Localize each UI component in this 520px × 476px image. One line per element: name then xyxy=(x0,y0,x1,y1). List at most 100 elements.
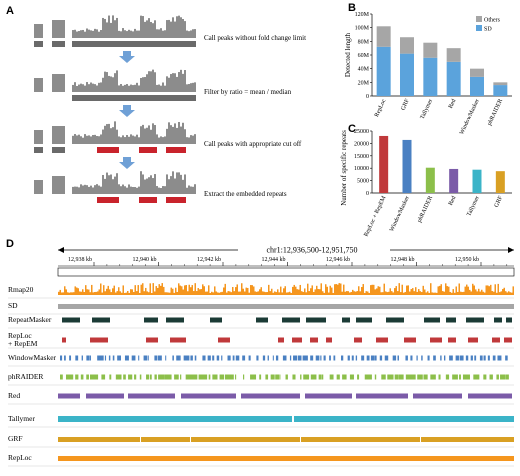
track-windowmasker-feature xyxy=(297,355,302,361)
track-rmap20-signal xyxy=(302,291,304,295)
signal-bar xyxy=(156,186,158,194)
track-phraider-feature xyxy=(423,374,428,380)
ruler-tick-label: 12,940 kb xyxy=(133,257,157,263)
track-phraider-feature xyxy=(164,374,172,380)
track-rmap20-signal xyxy=(365,291,367,295)
track-rmap20-signal xyxy=(349,292,351,295)
track-reploc-repem-feature xyxy=(62,337,66,343)
track-windowmasker-feature xyxy=(293,355,297,361)
track-rmap20-signal xyxy=(464,286,466,295)
peak-small xyxy=(52,74,65,92)
track-rmap20-signal xyxy=(439,285,441,295)
track-rmap20-signal xyxy=(118,287,120,295)
track-windowmasker-feature xyxy=(143,355,148,361)
track-rmap20-signal xyxy=(71,292,73,295)
track-rmap20-signal xyxy=(457,291,459,295)
signal-bar xyxy=(74,82,76,92)
track-rmap20-signal xyxy=(130,289,132,295)
signal-bar xyxy=(184,129,186,144)
signal-bar xyxy=(144,21,146,38)
track-rmap20-signal xyxy=(244,291,246,295)
track-phraider-feature xyxy=(473,374,479,380)
signal-bar xyxy=(86,82,88,92)
signal-bar xyxy=(192,29,194,38)
peak-small xyxy=(34,24,43,38)
track-label: phRAIDER xyxy=(8,372,43,381)
signal-bar xyxy=(142,174,144,194)
track-rmap20-signal xyxy=(215,291,217,295)
repeat-region xyxy=(97,197,119,203)
track-rmap20-signal xyxy=(101,292,103,295)
track-rmap20-signal xyxy=(293,284,295,295)
signal-bar xyxy=(120,84,122,92)
signal-bar xyxy=(194,134,196,144)
track-rmap20-signal xyxy=(347,291,349,295)
bar xyxy=(402,139,412,193)
signal-bar xyxy=(128,85,130,92)
track-rmap20-signal xyxy=(292,286,294,295)
track-rmap20-signal xyxy=(338,283,340,295)
signal-bar xyxy=(118,184,120,194)
signal-bar xyxy=(106,172,108,194)
track-rmap20-signal xyxy=(410,289,412,295)
track-rmap20-signal xyxy=(230,292,232,295)
track-windowmasker-feature xyxy=(410,355,413,361)
track-rmap20-signal xyxy=(98,289,100,295)
track-windowmasker-feature xyxy=(138,355,140,361)
signal-bar xyxy=(152,178,154,194)
track-rmap20-signal xyxy=(401,284,403,295)
signal-bar xyxy=(170,125,172,144)
bar-segment-others xyxy=(423,42,438,58)
track-phraider-feature xyxy=(459,374,461,380)
bar-segment-others xyxy=(400,37,414,54)
track-rmap20-signal xyxy=(328,292,330,295)
signal-bar xyxy=(100,134,102,144)
signal-bar xyxy=(180,17,182,38)
track-rmap20-signal xyxy=(88,289,90,295)
track-repeatmasker-feature xyxy=(506,317,512,323)
y-axis-label: Detected length xyxy=(344,32,352,77)
track-rmap20-signal xyxy=(100,283,102,295)
signal-bar xyxy=(180,174,182,194)
track-rmap20-signal xyxy=(193,291,195,295)
signal-bar xyxy=(116,173,118,194)
track-rmap20-signal xyxy=(73,292,75,295)
peak-small xyxy=(52,176,65,194)
signal-bar xyxy=(102,77,104,92)
track-windowmasker-feature xyxy=(289,355,292,361)
track-rmap20-signal xyxy=(154,291,156,295)
signal-bar xyxy=(88,186,90,194)
track-rmap20-signal xyxy=(125,292,127,295)
track-rmap20-signal xyxy=(307,283,309,295)
track-rmap20-signal xyxy=(419,291,421,295)
y-tick-label: 15000 xyxy=(354,154,369,160)
track-rmap20-signal xyxy=(424,289,426,295)
track-rmap20-signal xyxy=(142,283,144,295)
track-label: RepeatMasker xyxy=(8,315,52,324)
signal-bar xyxy=(148,125,150,144)
track-rmap20-signal xyxy=(463,291,465,295)
signal-bar xyxy=(112,127,114,144)
track-rmap20-signal xyxy=(227,291,229,295)
track-rmap20-signal xyxy=(224,283,226,295)
track-rmap20-signal xyxy=(335,284,337,295)
signal-bar xyxy=(144,77,146,92)
track-grf-gap xyxy=(140,437,141,442)
track-rmap20-signal xyxy=(314,289,316,295)
track-rmap20-signal xyxy=(443,291,445,295)
signal-bar xyxy=(190,30,192,38)
signal-bar xyxy=(92,187,94,194)
y-tick-label: 20000 xyxy=(354,141,369,147)
track-rmap20-signal xyxy=(488,286,490,295)
track-windowmasker-feature xyxy=(147,355,149,361)
signal-bar xyxy=(162,82,164,92)
called-peak xyxy=(52,41,65,47)
track-rmap20-signal xyxy=(140,284,142,295)
signal-bar xyxy=(136,187,138,194)
track-reploc-repem-feature xyxy=(292,337,302,343)
signal-bar xyxy=(156,84,158,92)
track-windowmasker-feature xyxy=(427,355,430,361)
track-phraider-feature xyxy=(93,374,99,380)
track-rmap20-signal xyxy=(325,284,327,295)
track-reploc-repem-feature xyxy=(376,337,388,343)
